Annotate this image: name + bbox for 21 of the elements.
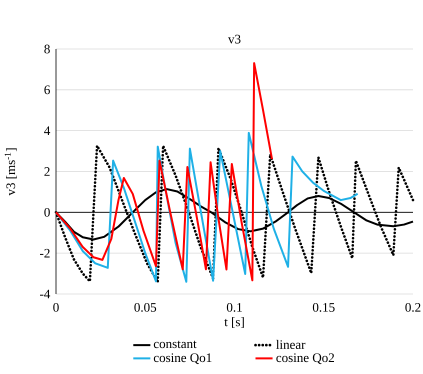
y-tick-label: -4: [40, 290, 50, 298]
x-tick-label: 0.1: [226, 302, 242, 312]
y-tick-label: 4: [44, 126, 50, 135]
y-tick-label: 8: [44, 44, 50, 54]
y-tick-label: 0: [44, 208, 50, 217]
x-tick-label: 0.2: [405, 302, 420, 312]
y-axis-title: v3 [ms$^{-1}$]: [4, 148, 17, 196]
x-axis-title: t [s]: [224, 317, 244, 328]
y-tick-label: 6: [44, 85, 50, 94]
legend-label: cosine Qo1: [154, 353, 212, 364]
chart-title: v3: [228, 34, 240, 44]
y-tick-label: 2: [44, 167, 50, 176]
y-tick-label: -2: [40, 248, 50, 258]
line-series: [55, 132, 359, 283]
x-tick-label: 0: [53, 302, 59, 312]
legend-label: constant: [154, 340, 197, 348]
x-tick-label: 0.05: [134, 302, 156, 312]
line-series: [55, 62, 273, 282]
legend-label: linear: [276, 340, 306, 349]
legend-label: cosine Qo2: [276, 353, 334, 364]
x-tick-label: 0.15: [312, 302, 335, 312]
